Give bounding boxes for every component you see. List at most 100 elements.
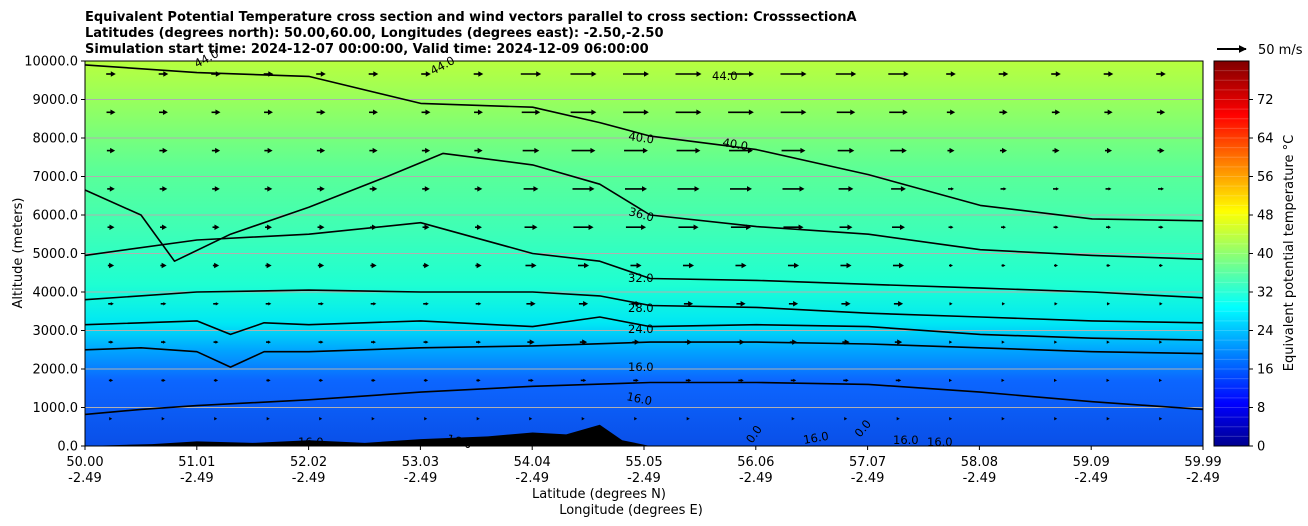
y-tick-label: 0.0 bbox=[57, 440, 78, 455]
contour-label-16-d: 16.0 bbox=[445, 431, 473, 451]
wind-vector bbox=[371, 340, 376, 344]
contour-label-40-a: 40.0 bbox=[628, 129, 655, 146]
wind-vector bbox=[571, 147, 596, 154]
quiver-key-label: 50 m/s bbox=[1258, 43, 1303, 58]
wind-vector bbox=[161, 340, 166, 344]
wind-vector bbox=[1106, 263, 1111, 268]
wind-vector bbox=[948, 225, 954, 229]
wind-vector bbox=[633, 378, 639, 383]
wind-vector bbox=[212, 224, 220, 230]
wind-vector bbox=[949, 378, 952, 383]
contour-line-16 bbox=[85, 381, 1203, 416]
wind-vector bbox=[894, 339, 903, 345]
wind-vector bbox=[624, 147, 648, 154]
wind-vector bbox=[370, 302, 377, 306]
wind-vector bbox=[889, 109, 908, 116]
wind-vector bbox=[421, 147, 431, 154]
wind-vector bbox=[949, 417, 953, 421]
contour-label-40-b: 40.0 bbox=[721, 135, 749, 153]
wind-vector bbox=[211, 109, 221, 116]
wind-vector bbox=[739, 417, 743, 421]
wind-vector bbox=[1053, 225, 1059, 229]
wind-vector bbox=[570, 71, 597, 77]
wind-vector bbox=[1104, 147, 1113, 154]
wind-vector bbox=[780, 109, 807, 116]
wind-vector bbox=[1054, 378, 1057, 383]
terrain bbox=[85, 424, 1203, 446]
wind-vector bbox=[1105, 187, 1112, 191]
x-tick-label-lat: 56.06 bbox=[737, 455, 774, 470]
wind-vector bbox=[265, 262, 272, 269]
wind-vector bbox=[728, 109, 754, 116]
wind-vector bbox=[948, 263, 954, 268]
wind-vector bbox=[476, 340, 481, 344]
wind-vector bbox=[266, 378, 271, 383]
wind-vector bbox=[422, 262, 430, 269]
x-tick-label-lat: 59.09 bbox=[1073, 455, 1110, 470]
x-tick-label-lon: -2.49 bbox=[963, 471, 997, 486]
wind-vector bbox=[522, 147, 540, 154]
wind-vector bbox=[421, 71, 431, 77]
wind-vector bbox=[160, 302, 167, 306]
colorbar-tick-label: 16 bbox=[1257, 363, 1274, 378]
colorbar-tick-label: 24 bbox=[1257, 324, 1274, 339]
wind-vector bbox=[578, 301, 589, 307]
wind-vector bbox=[1106, 340, 1110, 344]
wind-vector bbox=[526, 301, 536, 307]
wind-vector bbox=[369, 147, 378, 154]
wind-vector bbox=[214, 417, 218, 421]
wind-vector bbox=[625, 186, 647, 192]
x-tick-label-lon: -2.49 bbox=[1074, 471, 1108, 486]
wind-vector bbox=[782, 186, 805, 192]
contour-label-32: 32.0 bbox=[628, 271, 654, 285]
wind-vector bbox=[316, 109, 326, 116]
wind-vector bbox=[317, 262, 325, 269]
wind-vector bbox=[946, 71, 956, 77]
wind-vector bbox=[1156, 109, 1166, 116]
wind-vector bbox=[1159, 378, 1162, 383]
wind-vector bbox=[107, 186, 115, 192]
wind-vector bbox=[318, 340, 324, 344]
wind-vector bbox=[580, 378, 587, 383]
wind-vector bbox=[841, 301, 851, 307]
contour-line-40 bbox=[85, 152, 1203, 262]
wind-vector bbox=[368, 71, 379, 77]
wind-vector bbox=[787, 262, 800, 269]
wind-vector bbox=[838, 186, 854, 192]
wind-vector bbox=[474, 147, 483, 154]
wind-vector bbox=[780, 71, 807, 77]
wind-vector bbox=[524, 224, 538, 230]
wind-vector bbox=[573, 224, 594, 230]
wind-vector bbox=[623, 71, 649, 77]
wind-vector bbox=[1001, 225, 1006, 229]
grid-lines bbox=[85, 99, 1203, 408]
contour-label-16-c: 16.0 bbox=[298, 435, 324, 449]
contour-label-24: 24.0 bbox=[628, 322, 654, 336]
wind-vector bbox=[998, 71, 1009, 77]
wind-vector bbox=[266, 417, 270, 421]
wind-vector bbox=[264, 186, 273, 192]
colorbar-ticks: 0 8 16 24 32 40 48 56 64 72 bbox=[1249, 93, 1274, 455]
x-tick-label-lon: -2.49 bbox=[404, 471, 438, 486]
wind-vector bbox=[1156, 71, 1166, 77]
x-tick-label-lat: 58.08 bbox=[961, 455, 998, 470]
wind-vector bbox=[474, 109, 483, 116]
wind-vector bbox=[264, 109, 273, 116]
wind-vector bbox=[892, 224, 905, 230]
contour-labels: 44.0 44.0 44.0 40.0 40.0 36.0 32.0 28.0 … bbox=[192, 46, 953, 451]
wind-vector bbox=[844, 417, 848, 421]
contour-line-28 bbox=[85, 316, 1203, 341]
x-tick-label-lat: 50.00 bbox=[66, 455, 103, 470]
wind-vector bbox=[424, 417, 428, 421]
colorbar-gradient bbox=[1214, 61, 1249, 446]
wind-vector bbox=[891, 186, 906, 192]
wind-vector bbox=[892, 262, 905, 269]
wind-vector bbox=[730, 186, 752, 192]
wind-vector bbox=[999, 147, 1008, 154]
wind-vector bbox=[948, 187, 954, 191]
wind-vector bbox=[790, 378, 797, 383]
plot-area bbox=[85, 61, 1203, 446]
chart-title-line-1: Equivalent Potential Temperature cross s… bbox=[85, 10, 857, 25]
colorbar-tick-label: 0 bbox=[1257, 440, 1265, 455]
